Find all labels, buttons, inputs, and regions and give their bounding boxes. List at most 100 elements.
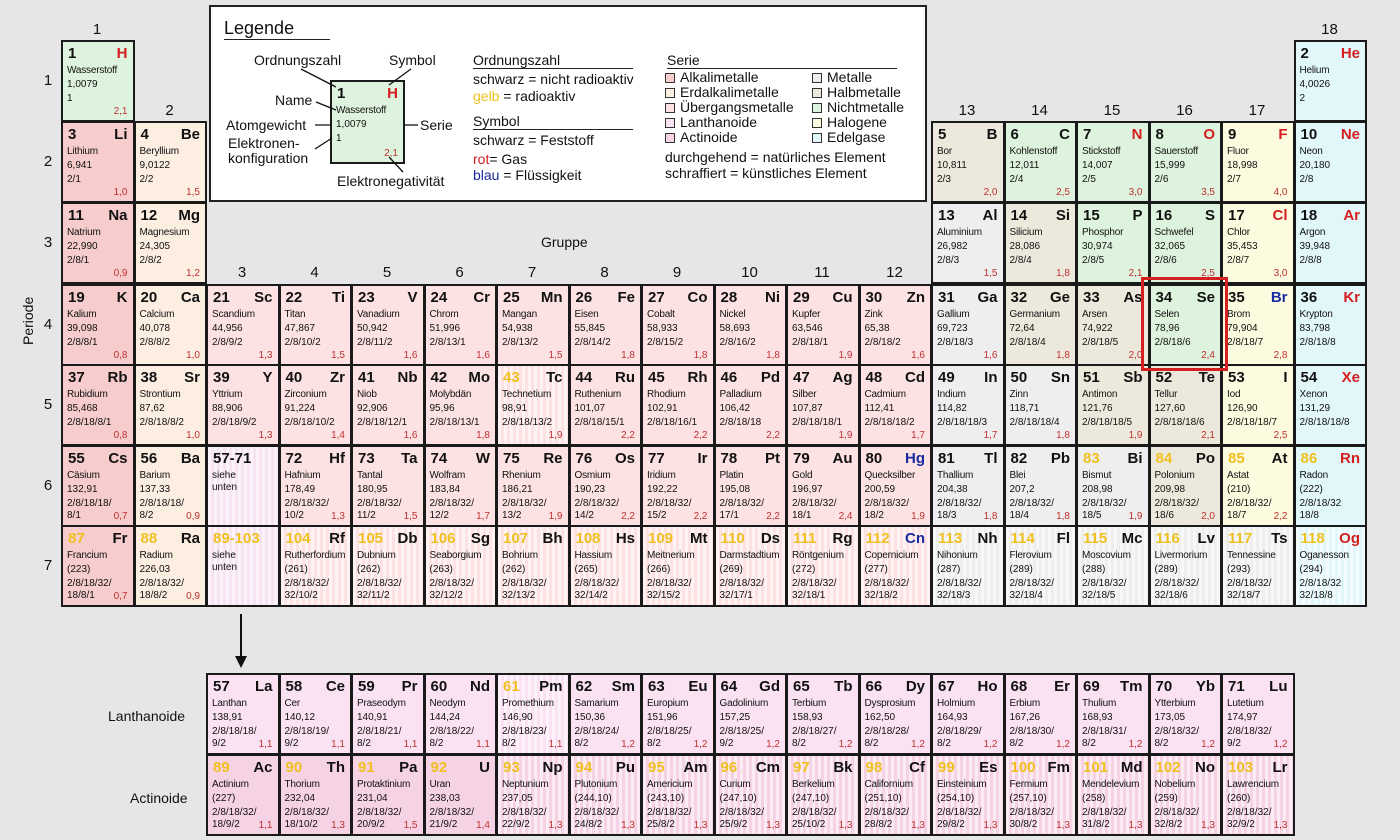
element-cell-bi[interactable]: 83 Bi Bismut 208,98 2/8/18/32/ 18/5 1,9 — [1076, 445, 1150, 527]
element-cell-zr[interactable]: 40 Zr Zirconium 91,224 2/8/18/10/2 1,4 — [278, 364, 352, 446]
element-cell-tl[interactable]: 81 Tl Thallium 204,38 2/8/18/32/ 18/3 1,8 — [931, 445, 1005, 527]
element-cell-cn[interactable]: 112 Cn Copernicium (277) 2/8/18/32/ 32/18/2 — [858, 525, 932, 607]
element-cell-ho[interactable]: 67 Ho Holmium 164,93 2/8/18/29/ 8/2 1,2 — [931, 673, 1005, 755]
element-cell-os[interactable]: 76 Os Osmium 190,23 2/8/18/32/ 14/2 2,2 — [568, 445, 642, 527]
element-cell-ge[interactable]: 32 Ge Germanium 72,64 2/8/18/4 1,8 — [1003, 284, 1077, 366]
element-cell-nd[interactable]: 60 Nd Neodym 144,24 2/8/18/22/ 8/2 1,1 — [423, 673, 497, 755]
element-cell-as[interactable]: 33 As Arsen 74,922 2/8/18/5 2,0 — [1076, 284, 1150, 366]
element-cell-cd[interactable]: 48 Cd Cadmium 112,41 2/8/18/18/2 1,7 — [858, 364, 932, 446]
element-cell-n[interactable]: 7 N Stickstoff 14,007 2/5 3,0 — [1076, 121, 1150, 203]
element-cell-ru[interactable]: 44 Ru Ruthenium 101,07 2/8/18/15/1 2,2 — [568, 364, 642, 446]
element-cell-ds[interactable]: 110 Ds Darmstadtium (269) 2/8/18/32/ 32/17/1 — [713, 525, 787, 607]
element-cell-nh[interactable]: 113 Nh Nihonium (287) 2/8/18/32/ 32/18/3 — [931, 525, 1005, 607]
element-cell-rh[interactable]: 45 Rh Rhodium 102,91 2/8/18/16/1 2,2 — [641, 364, 715, 446]
element-cell-cl[interactable]: 17 Cl Chlor 35,453 2/8/7 3,0 — [1221, 202, 1295, 284]
element-cell-am[interactable]: 95 Am Americium (243,10) 2/8/18/32/ 25/8/2 1,… — [641, 754, 715, 836]
element-cell-yb[interactable]: 70 Yb Ytterbium 173,05 2/8/18/32/ 8/2 1,2 — [1148, 673, 1222, 755]
element-cell-cr[interactable]: 24 Cr Chrom 51,996 2/8/13/1 1,6 — [423, 284, 497, 366]
element-cell-pr[interactable]: 59 Pr Praseodym 140,91 2/8/18/21/ 8/2 1,1 — [351, 673, 425, 755]
element-cell-la[interactable]: 57 La Lanthan 138,91 2/8/18/18/ 9/2 1,1 — [206, 673, 280, 755]
element-cell-pa[interactable]: 91 Pa Protaktinium 231,04 2/8/18/32/ 20/9/2 1… — [351, 754, 425, 836]
element-cell-bk[interactable]: 97 Bk Berkelium (247,10) 2/8/18/32/ 25/10/2 1… — [786, 754, 860, 836]
element-cell-s[interactable]: 16 S Schwefel 32,065 2/8/6 2,5 — [1148, 202, 1222, 284]
element-cell-cs[interactable]: 55 Cs Cäsium 132,91 2/8/18/18/ 8/1 0,7 — [61, 445, 135, 527]
element-cell-pd[interactable]: 46 Pd Palladium 106,42 2/8/18/18 2,2 — [713, 364, 787, 446]
element-cell-au[interactable]: 79 Au Gold 196,97 2/8/18/32/ 18/1 2,4 — [786, 445, 860, 527]
element-cell-pb[interactable]: 82 Pb Blei 207,2 2/8/18/32/ 18/4 1,8 — [1003, 445, 1077, 527]
element-cell-lv[interactable]: 116 Lv Livermorium (289) 2/8/18/32/ 32/18/6 — [1148, 525, 1222, 607]
element-cell-md[interactable]: 101 Md Mendelevium (258) 2/8/18/32/ 31/8/2 1,… — [1076, 754, 1150, 836]
element-cell-po[interactable]: 84 Po Polonium 209,98 2/8/18/32/ 18/6 2,0 — [1148, 445, 1222, 527]
element-cell-h[interactable]: 1 H Wasserstoff 1,0079 1 2,1 — [61, 40, 135, 122]
element-cell-zn[interactable]: 30 Zn Zink 65,38 2/8/18/2 1,6 — [858, 284, 932, 366]
element-cell-lr[interactable]: 103 Lr Lawrencium (260) 2/8/18/32/ 32/9/2 1,3 — [1221, 754, 1295, 836]
element-cell-rn[interactable]: 86 Rn Radon (222) 2/8/18/32 18/8 — [1293, 445, 1367, 527]
element-cell-hf[interactable]: 72 Hf Hafnium 178,49 2/8/18/32/ 10/2 1,3 — [278, 445, 352, 527]
element-cell-mt[interactable]: 109 Mt Meitnerium (266) 2/8/18/32/ 32/15/2 — [641, 525, 715, 607]
element-cell-sb[interactable]: 51 Sb Antimon 121,76 2/8/18/18/5 1,9 — [1076, 364, 1150, 446]
element-cell-te[interactable]: 52 Te Tellur 127,60 2/8/18/18/6 2,1 — [1148, 364, 1222, 446]
element-cell-cu[interactable]: 29 Cu Kupfer 63,546 2/8/18/1 1,9 — [786, 284, 860, 366]
element-cell-u[interactable]: 92 U Uran 238,03 2/8/18/32/ 21/9/2 1,4 — [423, 754, 497, 836]
element-cell-og[interactable]: 118 Og Oganesson (294) 2/8/18/32 32/18/8 — [1293, 525, 1367, 607]
element-cell-co[interactable]: 27 Co Cobalt 58,933 2/8/15/2 1,8 — [641, 284, 715, 366]
element-cell-rb[interactable]: 37 Rb Rubidium 85,468 2/8/18/8/1 0,8 — [61, 364, 135, 446]
element-cell-ac[interactable]: 89 Ac Actinium (227) 2/8/18/32/ 18/9/2 1,1 — [206, 754, 280, 836]
element-cell-pt[interactable]: 78 Pt Platin 195,08 2/8/18/32/ 17/1 2,2 — [713, 445, 787, 527]
element-cell-al[interactable]: 13 Al Aluminium 26,982 2/8/3 1,5 — [931, 202, 1005, 284]
placeholder-cell-57-71[interactable]: 57-71 siehe unten — [206, 445, 280, 527]
element-cell-fr[interactable]: 87 Fr Francium (223) 2/8/18/32/ 18/8/1 0,7 — [61, 525, 135, 607]
element-cell-eu[interactable]: 63 Eu Europium 151,96 2/8/18/25/ 8/2 1,2 — [641, 673, 715, 755]
element-cell-in[interactable]: 49 In Indium 114,82 2/8/18/18/3 1,7 — [931, 364, 1005, 446]
element-cell-c[interactable]: 6 C Kohlenstoff 12,011 2/4 2,5 — [1003, 121, 1077, 203]
element-cell-fe[interactable]: 26 Fe Eisen 55,845 2/8/14/2 1,8 — [568, 284, 642, 366]
element-cell-ce[interactable]: 58 Ce Cer 140,12 2/8/18/19/ 9/2 1,1 — [278, 673, 352, 755]
element-cell-rf[interactable]: 104 Rf Rutherfordium (261) 2/8/18/32/ 32/10/… — [278, 525, 352, 607]
element-cell-np[interactable]: 93 Np Neptunium 237,05 2/8/18/32/ 22/9/2 1,3 — [496, 754, 570, 836]
element-cell-lu[interactable]: 71 Lu Lutetium 174,97 2/8/18/32/ 9/2 1,2 — [1221, 673, 1295, 755]
element-cell-li[interactable]: 3 Li Lithium 6,941 2/1 1,0 — [61, 121, 135, 203]
element-cell-i[interactable]: 53 I Iod 126,90 2/8/18/18/7 2,5 — [1221, 364, 1295, 446]
element-cell-ba[interactable]: 56 Ba Barium 137,33 2/8/18/18/ 8/2 0,9 — [133, 445, 207, 527]
element-cell-v[interactable]: 23 V Vanadium 50,942 2/8/11/2 1,6 — [351, 284, 425, 366]
element-cell-ra[interactable]: 88 Ra Radium 226,03 2/8/18/32/ 18/8/2 0,9 — [133, 525, 207, 607]
element-cell-mn[interactable]: 25 Mn Mangan 54,938 2/8/13/2 1,5 — [496, 284, 570, 366]
element-cell-mc[interactable]: 115 Mc Moscovium (288) 2/8/18/32/ 32/18/5 — [1076, 525, 1150, 607]
element-cell-db[interactable]: 105 Db Dubnium (262) 2/8/18/32/ 32/11/2 — [351, 525, 425, 607]
element-cell-cm[interactable]: 96 Cm Curium (247,10) 2/8/18/32/ 25/9/2 1,3 — [713, 754, 787, 836]
element-cell-sr[interactable]: 38 Sr Strontium 87,62 2/8/18/8/2 1,0 — [133, 364, 207, 446]
element-cell-se[interactable]: 34 Se Selen 78,96 2/8/18/6 2,4 — [1148, 284, 1222, 366]
element-cell-si[interactable]: 14 Si Silicium 28,086 2/8/4 1,8 — [1003, 202, 1077, 284]
element-cell-sc[interactable]: 21 Sc Scandium 44,956 2/8/9/2 1,3 — [206, 284, 280, 366]
element-cell-tb[interactable]: 65 Tb Terbium 158,93 2/8/18/27/ 8/2 1,2 — [786, 673, 860, 755]
element-cell-ti[interactable]: 22 Ti Titan 47,867 2/8/10/2 1,5 — [278, 284, 352, 366]
element-cell-fl[interactable]: 114 Fl Flerovium (289) 2/8/18/32/ 32/18/4 — [1003, 525, 1077, 607]
element-cell-ta[interactable]: 73 Ta Tantal 180,95 2/8/18/32/ 11/2 1,5 — [351, 445, 425, 527]
element-cell-br[interactable]: 35 Br Brom 79,904 2/8/18/7 2,8 — [1221, 284, 1295, 366]
element-cell-bh[interactable]: 107 Bh Bohrium (262) 2/8/18/32/ 32/13/2 — [496, 525, 570, 607]
element-cell-cf[interactable]: 98 Cf Californium (251,10) 2/8/18/32/ 28/8/2… — [858, 754, 932, 836]
element-cell-ir[interactable]: 77 Ir Iridium 192,22 2/8/18/32/ 15/2 2,2 — [641, 445, 715, 527]
element-cell-ni[interactable]: 28 Ni Nickel 58,693 2/8/16/2 1,8 — [713, 284, 787, 366]
element-cell-th[interactable]: 90 Th Thorium 232,04 2/8/18/32/ 18/10/2 1,3 — [278, 754, 352, 836]
element-cell-ar[interactable]: 18 Ar Argon 39,948 2/8/8 — [1293, 202, 1367, 284]
element-cell-es[interactable]: 99 Es Einsteinium (254,10) 2/8/18/32/ 29/8/2… — [931, 754, 1005, 836]
element-cell-gd[interactable]: 64 Gd Gadolinium 157,25 2/8/18/25/ 9/2 1,2 — [713, 673, 787, 755]
element-cell-tm[interactable]: 69 Tm Thulium 168,93 2/8/18/31/ 8/2 1,2 — [1076, 673, 1150, 755]
element-cell-sn[interactable]: 50 Sn Zinn 118,71 2/8/18/18/4 1,8 — [1003, 364, 1077, 446]
element-cell-dy[interactable]: 66 Dy Dysprosium 162,50 2/8/18/28/ 8/2 1,2 — [858, 673, 932, 755]
element-cell-pm[interactable]: 61 Pm Promethium 146,90 2/8/18/23/ 8/2 1,1 — [496, 673, 570, 755]
element-cell-sm[interactable]: 62 Sm Samarium 150,36 2/8/18/24/ 8/2 1,2 — [568, 673, 642, 755]
element-cell-re[interactable]: 75 Re Rhenium 186,21 2/8/18/32/ 13/2 1,9 — [496, 445, 570, 527]
element-cell-mg[interactable]: 12 Mg Magnesium 24,305 2/8/2 1,2 — [133, 202, 207, 284]
element-cell-tc[interactable]: 43 Tc Technetium 98,91 2/8/18/13/2 1,9 — [496, 364, 570, 446]
element-cell-er[interactable]: 68 Er Erbium 167,26 2/8/18/30/ 8/2 1,2 — [1003, 673, 1077, 755]
element-cell-hs[interactable]: 108 Hs Hassium (265) 2/8/18/32/ 32/14/2 — [568, 525, 642, 607]
element-cell-ts[interactable]: 117 Ts Tennessine (293) 2/8/18/32/ 32/18/7 — [1221, 525, 1295, 607]
element-cell-na[interactable]: 11 Na Natrium 22,990 2/8/1 0,9 — [61, 202, 135, 284]
element-cell-ne[interactable]: 10 Ne Neon 20,180 2/8 — [1293, 121, 1367, 203]
element-cell-k[interactable]: 19 K Kalium 39,098 2/8/8/1 0,8 — [61, 284, 135, 366]
element-cell-pu[interactable]: 94 Pu Plutonium (244,10) 2/8/18/32/ 24/8/2 1,… — [568, 754, 642, 836]
element-cell-ca[interactable]: 20 Ca Calcium 40,078 2/8/8/2 1,0 — [133, 284, 207, 366]
element-cell-fm[interactable]: 100 Fm Fermium (257,10) 2/8/18/32/ 30/8/2 1,3 — [1003, 754, 1077, 836]
